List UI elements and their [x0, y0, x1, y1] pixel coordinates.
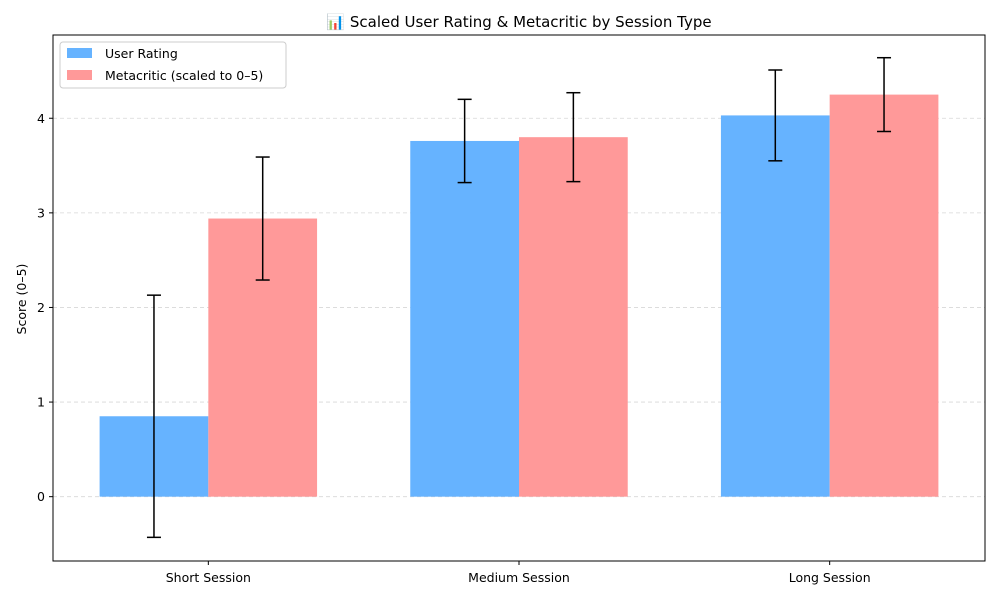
legend-label-metacritic: Metacritic (scaled to 0–5) [105, 68, 263, 83]
y-tick-label: 4 [37, 111, 45, 126]
bars [99, 94, 939, 497]
y-tick-label: 3 [37, 205, 45, 220]
legend-swatch-user-rating [67, 48, 92, 58]
x-tick-label: Medium Session [468, 570, 570, 585]
legend-label-user-rating: User Rating [105, 46, 178, 61]
bar-metacritic-scaled-to-0-5 [519, 137, 628, 497]
legend: User Rating Metacritic (scaled to 0–5) [59, 41, 287, 89]
bar-user-rating [410, 140, 519, 497]
legend-frame [59, 41, 287, 89]
chart-title: 📊 Scaled User Rating & Metacritic by Ses… [326, 13, 711, 31]
y-tick-label: 0 [37, 489, 45, 504]
x-ticks: Short Session Medium Session Long Session [166, 561, 871, 585]
legend-swatch-metacritic [67, 70, 92, 80]
y-tick-label: 1 [37, 395, 45, 410]
x-tick-label: Long Session [789, 570, 871, 585]
error-bars [146, 56, 892, 539]
bar-metacritic-scaled-to-0-5 [829, 94, 939, 497]
x-tick-label: Short Session [166, 570, 251, 585]
bar-user-rating [720, 115, 830, 497]
y-ticks: 0 1 2 3 4 [37, 111, 53, 504]
y-axis-label: Score (0–5) [14, 264, 29, 335]
y-tick-label: 2 [37, 300, 45, 315]
